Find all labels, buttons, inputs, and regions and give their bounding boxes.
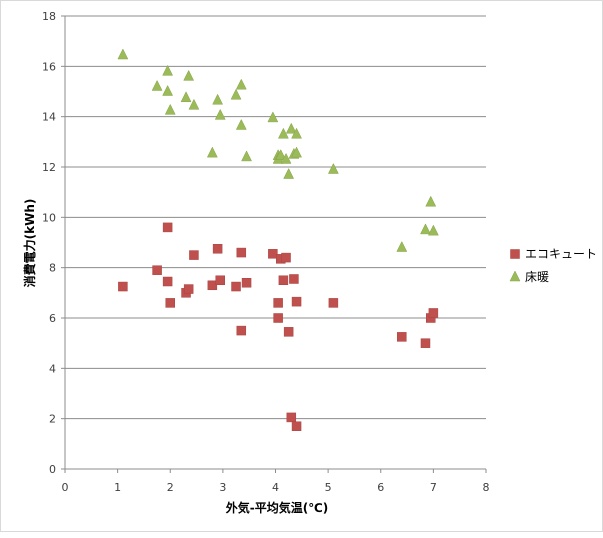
series-1-point-25: [291, 296, 302, 307]
legend-marker-2: [509, 270, 521, 282]
series-2-point-31: [427, 224, 439, 236]
series-2-point-14: [235, 118, 247, 130]
series-2-point-4: [162, 84, 174, 96]
series-2-point-28: [396, 240, 408, 252]
series-2-point-8: [188, 98, 200, 110]
y-tick-label-6: 12: [42, 161, 56, 174]
y-tick-label-2: 4: [49, 362, 56, 375]
series-1-point-24: [289, 274, 299, 284]
data-series: [117, 48, 439, 431]
series-2-point-16: [267, 111, 279, 123]
series-1-point-15: [241, 278, 252, 288]
series-1-point-9: [207, 280, 218, 291]
series-2-point-29: [420, 223, 431, 235]
x-tick-label-1: 1: [114, 481, 121, 494]
series-2-point-20: [277, 127, 289, 139]
series-1-point-12: [231, 281, 241, 292]
series-1-point-31: [428, 308, 439, 318]
series-2-point-10: [212, 93, 224, 105]
series-2-point-15: [241, 150, 252, 162]
series-2-point-22: [283, 167, 295, 179]
series-1-point-28: [397, 332, 407, 342]
y-tick-label-1: 2: [49, 413, 56, 426]
legend-label-1: エコキュート: [525, 247, 597, 261]
series-1-point-1: [118, 281, 128, 292]
series-2-point-25: [291, 127, 302, 139]
series-2-point-23: [285, 122, 297, 134]
series-2-point-11: [214, 108, 226, 120]
y-tick-label-9: 18: [42, 10, 56, 23]
series-1-point-7: [183, 284, 194, 294]
y-tick-label-5: 10: [42, 211, 56, 224]
axes: [61, 15, 487, 473]
series-1-point-5: [165, 298, 175, 308]
series-1-point-26: [291, 421, 302, 431]
series-2-point-3: [162, 64, 174, 76]
series-1-point-29: [420, 338, 431, 348]
series-2: [117, 48, 439, 252]
x-tick-label-6: 6: [377, 481, 384, 494]
series-1-point-4: [162, 276, 173, 287]
series-2-point-19: [275, 149, 287, 160]
y-tick-label-4: 8: [49, 262, 56, 275]
series-1-point-8: [189, 250, 199, 260]
series-1-point-17: [273, 298, 283, 308]
x-tick-label-3: 3: [219, 481, 226, 494]
y-tick-label-0: 0: [49, 463, 56, 476]
series-1-point-3: [162, 222, 173, 233]
legend-label-2: 床暖: [525, 270, 549, 284]
series-1-point-14: [236, 325, 247, 336]
y-tick-label-8: 16: [42, 60, 56, 73]
series-2-point-7: [183, 69, 195, 81]
series-2-point-21: [280, 152, 292, 164]
y-axis-title: 消費電力(kWh): [22, 199, 37, 288]
series-1-point-2: [152, 265, 162, 275]
series-1-point-18: [273, 313, 283, 323]
y-tick-label-7: 14: [42, 111, 56, 124]
series-1-point-20: [278, 275, 289, 285]
x-tick-label-0: 0: [62, 481, 69, 494]
series-2-point-30: [425, 195, 437, 207]
series-2-point-2: [151, 79, 163, 91]
series-2-point-26: [291, 146, 302, 158]
series-2-point-5: [164, 103, 176, 115]
x-axis-title: 外気-平均気温(℃): [226, 500, 328, 515]
series-2-point-12: [230, 88, 242, 100]
series-1-point-11: [215, 275, 225, 285]
series-1-point-16: [268, 249, 278, 259]
x-tick-label-7: 7: [430, 481, 437, 494]
x-tick-label-8: 8: [483, 481, 490, 494]
series-2-point-27: [327, 162, 339, 174]
x-tick-label-5: 5: [325, 481, 332, 494]
series-1-point-13: [236, 247, 247, 258]
x-tick-label-4: 4: [272, 481, 279, 494]
series-2-point-6: [180, 91, 192, 103]
legend-marker-1: [510, 249, 520, 259]
x-tick-label-2: 2: [167, 481, 174, 494]
series-1: [118, 222, 439, 431]
series-1-point-22: [283, 327, 294, 337]
series-2-point-1: [117, 48, 129, 60]
series-1-point-10: [212, 244, 223, 254]
y-tick-label-3: 6: [49, 312, 56, 325]
series-2-point-13: [235, 78, 247, 90]
series-1-point-23: [286, 412, 297, 423]
series-2-point-9: [206, 146, 218, 158]
gridlines: [65, 15, 486, 420]
series-1-point-27: [328, 298, 339, 308]
series-1-point-21: [281, 252, 291, 263]
